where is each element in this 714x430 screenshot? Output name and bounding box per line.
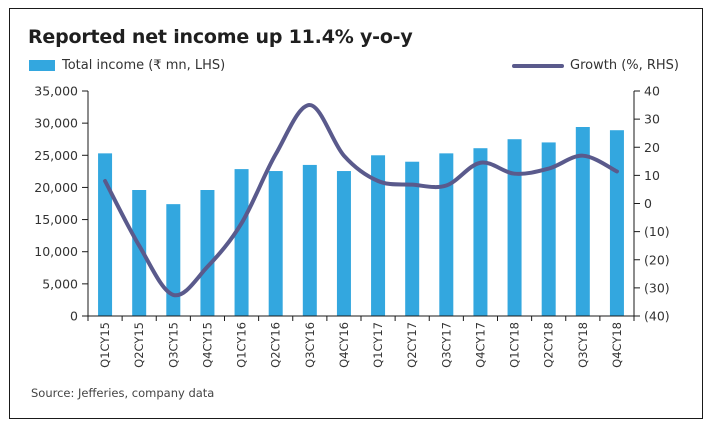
bar-Q2CY17 [405,161,420,316]
bar-Q4CY17 [473,148,488,316]
chart-title: Reported net income up 11.4% y-o-y [28,26,413,48]
x-axis-label-Q3CY18: Q3CY18 [576,322,590,368]
right-axis-tick-label: 40 [644,84,660,99]
left-axis-tick-label: 5,000 [42,276,78,291]
bar-Q4CY16 [336,171,351,316]
bar-Q1CY17 [371,155,386,316]
bar-Q1CY18 [507,139,522,316]
left-axis-tick-label: 0 [70,309,78,324]
x-axis-label-Q2CY17: Q2CY17 [405,322,419,368]
bar-Q3CY15 [166,204,181,316]
right-axis-tick-label: (40) [644,309,670,324]
x-axis-label-Q2CY18: Q2CY18 [542,322,556,368]
right-axis-tick-label: (20) [644,252,670,267]
line-group [103,103,619,298]
bars-group [98,127,624,316]
legend-total-income-label: Total income (₹ mn, LHS) [62,58,226,73]
bar-Q2CY15 [132,190,147,316]
x-axis-label-Q1CY15: Q1CY15 [98,322,112,368]
left-axis-tick-label: 25,000 [34,148,78,163]
legend-line-swatch [512,63,564,68]
left-axis-tick-label: 30,000 [34,116,78,131]
x-axis-label-Q4CY16: Q4CY16 [337,322,351,368]
bar-Q4CY18 [609,130,624,316]
right-axis-tick-label: 10 [644,168,660,183]
bar-Q4CY15 [200,190,215,316]
x-axis-label-Q2CY16: Q2CY16 [269,322,283,368]
x-axis-label-Q4CY15: Q4CY15 [200,322,214,368]
bar-Q3CY17 [439,153,454,316]
bar-Q3CY16 [302,164,317,316]
legend-growth: Growth (%, RHS) [512,58,679,73]
bar-Q3CY18 [575,127,590,316]
x-axis-label-Q3CY16: Q3CY16 [303,322,317,368]
left-axis-tick-label: 35,000 [34,84,78,99]
x-axis-label-Q1CY17: Q1CY17 [371,322,385,368]
left-axis-tick-label: 10,000 [34,244,78,259]
left-axis-tick-label: 20,000 [34,180,78,195]
chart-frame [9,8,703,419]
x-axis-label-Q2CY15: Q2CY15 [132,322,146,368]
x-axis-label-Q4CY17: Q4CY17 [473,322,487,368]
right-axis-tick-label: (30) [644,280,670,295]
source-note: Source: Jefferies, company data [31,386,215,400]
x-axis-label-Q3CY17: Q3CY17 [439,322,453,368]
bar-Q1CY16 [234,169,249,316]
legend-total-income: Total income (₹ mn, LHS) [29,58,225,73]
legend-growth-label: Growth (%, RHS) [570,58,680,73]
growth-line [103,103,619,298]
right-axis-tick-label: 20 [644,140,660,155]
x-axis-label-Q3CY15: Q3CY15 [166,322,180,368]
right-axis-tick-label: 30 [644,112,660,127]
right-axis-tick-label: 0 [644,196,652,211]
legend-bar-swatch [29,60,55,71]
x-axis-label-Q4CY18: Q4CY18 [610,322,624,368]
left-axis-tick-label: 15,000 [34,212,78,227]
bar-Q2CY18 [541,142,556,316]
right-axis-tick-label: (10) [644,224,670,239]
bar-Q1CY15 [98,153,113,316]
x-axis-label-Q1CY18: Q1CY18 [508,322,522,368]
x-axis-label-Q1CY16: Q1CY16 [235,322,249,368]
bar-Q2CY16 [268,171,283,316]
axes-group: 0 5,000 10,000 15,000 20,000 25,000 30,000 35,0… [34,84,669,368]
